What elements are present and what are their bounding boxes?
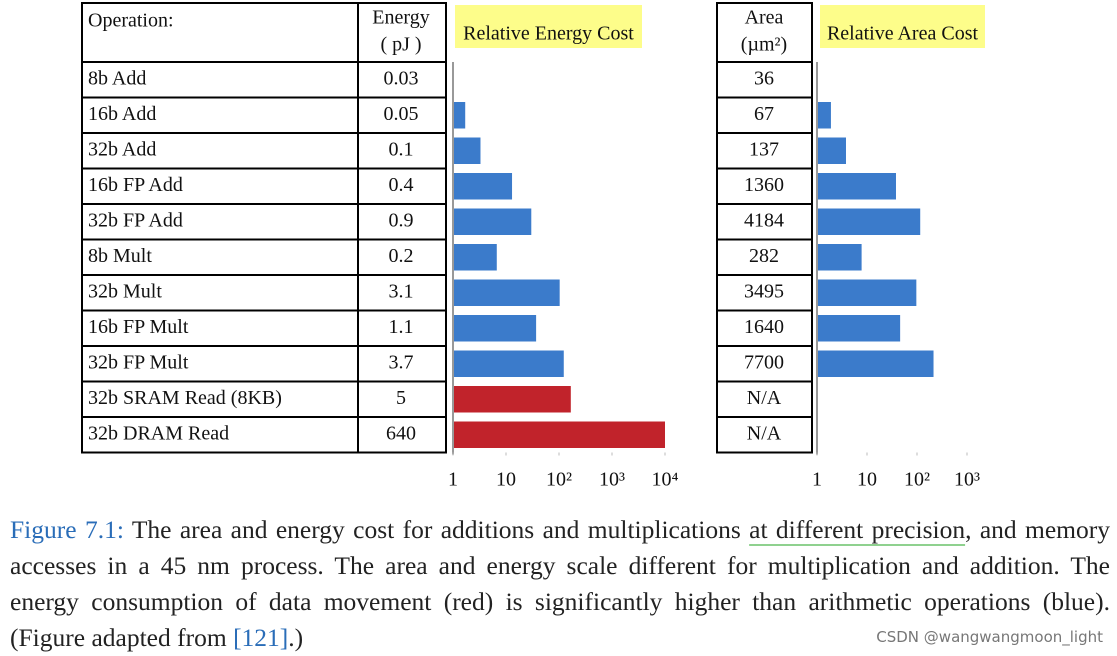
bar: [817, 137, 846, 164]
operation-label: 32b Mult: [88, 280, 162, 302]
energy-value: 0.03: [384, 67, 419, 89]
chart-title-box: [455, 5, 642, 48]
area-value: 3495: [744, 280, 784, 302]
x-tick-label: 10³: [599, 469, 625, 491]
x-tick-label: 10: [857, 469, 877, 491]
energy-value: 0.2: [389, 245, 414, 267]
table-cell: [716, 416, 813, 454]
x-tick-label: 10²: [546, 469, 572, 491]
bar: [453, 137, 481, 164]
x-tick-label: 10³: [954, 469, 980, 491]
bar: [817, 315, 901, 342]
x-tick-label: 1: [448, 469, 458, 491]
bar: [453, 315, 537, 342]
bar: [817, 208, 921, 235]
caption: Figure 7.1: The area and energy cost for…: [10, 512, 1110, 656]
bar: [817, 102, 831, 129]
bar: [453, 421, 665, 448]
caption-reference: [121]: [233, 623, 289, 652]
area-value: 1360: [744, 174, 784, 196]
x-tick-label: 10²: [904, 469, 930, 491]
energy-value: 1.1: [389, 316, 414, 338]
bar: [453, 173, 513, 200]
bar: [817, 279, 917, 306]
area-value: N/A: [747, 387, 782, 409]
area-value: 137: [749, 138, 779, 160]
area-value: 36: [754, 67, 774, 89]
bar: [453, 208, 532, 235]
operation-label: 32b SRAM Read (8KB): [88, 387, 282, 409]
chart-title: Relative Energy Cost: [463, 23, 634, 45]
area-value: 4184: [744, 209, 784, 231]
energy-value: 3.1: [389, 280, 414, 302]
header-area-unit: (µm²): [741, 34, 787, 56]
figure: Operation: Energy ( pJ ) Area (µm²) 8b Add 0.0…: [81, 2, 985, 491]
header-energy-unit: ( pJ ): [380, 34, 421, 56]
energy-value: 0.4: [389, 174, 414, 196]
caption-label: Figure 7.1:: [10, 515, 124, 544]
energy-value: 0.9: [389, 209, 414, 231]
area-value: 282: [749, 245, 779, 267]
area-value: 67: [754, 103, 774, 125]
energy-value: 640: [386, 422, 416, 444]
operation-label: 32b Add: [88, 138, 156, 160]
energy-value: 0.1: [389, 138, 414, 160]
area-value: 7700: [744, 351, 784, 373]
chart-title: Relative Area Cost: [827, 23, 979, 45]
caption-text: .): [288, 623, 304, 652]
operation-label: 32b DRAM Read: [88, 422, 229, 444]
operation-label: 8b Mult: [88, 245, 152, 267]
bar: [453, 244, 497, 271]
chart-title-box: [820, 5, 985, 48]
x-tick-label: 1: [812, 469, 822, 491]
bar: [453, 279, 560, 306]
x-tick-label: 10: [496, 469, 516, 491]
operation-label: 32b FP Mult: [88, 351, 189, 373]
header-operation: Operation:: [88, 10, 174, 32]
bar: [817, 350, 934, 377]
operation-label: 16b Add: [88, 103, 156, 125]
x-tick-label: 10⁴: [652, 469, 679, 491]
operation-label: 32b FP Add: [88, 209, 183, 231]
energy-value: 3.7: [389, 351, 414, 373]
table-cell: [357, 416, 447, 454]
bar: [453, 386, 571, 413]
caption-highlight: at different precision: [749, 515, 966, 544]
caption-text: The area and energy cost for additions a…: [131, 515, 741, 544]
bar: [817, 173, 896, 200]
area-value: N/A: [747, 422, 782, 444]
area-value: 1640: [744, 316, 784, 338]
bar: [453, 350, 564, 377]
bar: [453, 102, 466, 129]
header-area: Area: [745, 7, 784, 29]
operation-label: 16b FP Add: [88, 174, 183, 196]
watermark: CSDN @wangwangmoon_light: [876, 628, 1103, 646]
header-energy: Energy: [372, 7, 429, 29]
caption-text: , and memory accesses in a 45 nm process…: [10, 515, 1111, 652]
bar: [817, 244, 862, 271]
operation-label: 8b Add: [88, 67, 146, 89]
energy-value: 0.05: [384, 103, 419, 125]
energy-value: 5: [396, 387, 406, 409]
operation-label: 16b FP Mult: [88, 316, 189, 338]
